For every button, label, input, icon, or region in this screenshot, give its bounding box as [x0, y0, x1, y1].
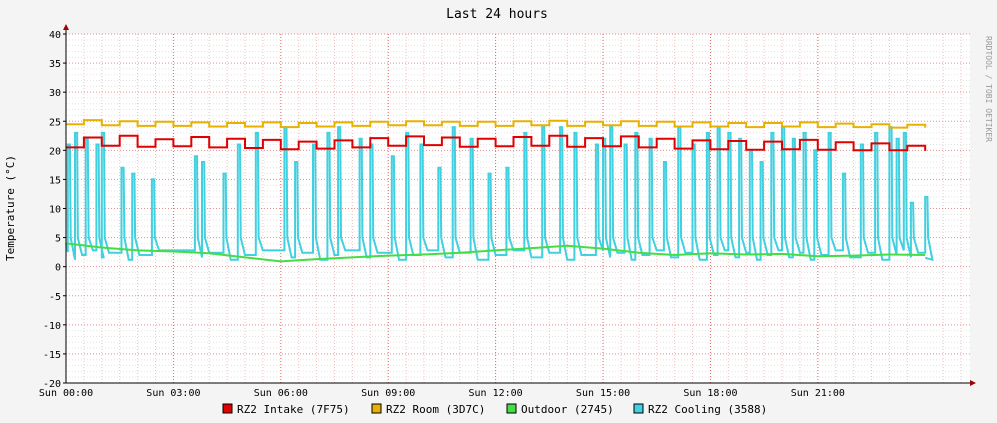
x-tick-label: Sun 18:00 — [683, 388, 737, 399]
y-tick-labels: 40 35 30 25 20 15 10 5 0 -5 -10 -15 -20 — [43, 30, 66, 390]
chart-title: Last 24 hours — [446, 7, 548, 22]
legend-swatch — [371, 403, 382, 414]
x-tick-label: Sun 09:00 — [361, 388, 415, 399]
series-line-rz2-cooling — [65, 126, 934, 262]
series-line-rz2-room — [66, 119, 927, 129]
x-tick-label: Sun 15:00 — [576, 388, 630, 399]
legend: RZ2 Intake (7F75) RZ2 Room (3D7C) Outdoor … — [222, 403, 767, 416]
x-tick-label: Sun 03:00 — [146, 388, 200, 399]
y-tick-label: 10 — [49, 205, 61, 216]
legend-swatch — [222, 403, 233, 414]
y-tick-label: 25 — [49, 117, 61, 128]
y-tick-label: -10 — [43, 321, 61, 332]
y-tick-label: 40 — [49, 30, 61, 41]
y-tick-label: 20 — [49, 146, 61, 157]
y-tick-label: -15 — [43, 350, 61, 361]
y-tick-label: 15 — [49, 175, 61, 186]
legend-swatch — [633, 403, 644, 414]
legend-label: RZ2 Intake (7F75) — [237, 403, 350, 416]
x-tick-label: Sun 00:00 — [39, 388, 93, 399]
y-tick-label: 35 — [49, 59, 61, 70]
y-axis-label: Temperature (°C) — [4, 155, 17, 261]
y-axis-arrow-icon — [63, 24, 69, 30]
x-tick-label: Sun 06:00 — [254, 388, 308, 399]
x-tick-label: Sun 12:00 — [469, 388, 523, 399]
y-tick-label: 5 — [55, 234, 61, 245]
x-axis-arrow-icon — [970, 380, 976, 386]
axes — [63, 24, 976, 386]
y-tick-label: -5 — [49, 292, 61, 303]
y-tick-label: -20 — [43, 379, 61, 390]
legend-label: Outdoor (2745) — [521, 403, 614, 416]
y-tick-label: 30 — [49, 88, 61, 99]
legend-label: RZ2 Cooling (3588) — [648, 403, 767, 416]
legend-label: RZ2 Room (3D7C) — [386, 403, 485, 416]
x-tick-labels: Sun 00:00 Sun 03:00 Sun 06:00 Sun 09:00 Sun … — [39, 388, 845, 399]
series-line-rz2-intake — [66, 134, 927, 152]
y-tick-label: 0 — [55, 263, 61, 274]
series-line-outdoor — [65, 242, 926, 263]
legend-swatch — [506, 403, 517, 414]
x-tick-label: Sun 21:00 — [791, 388, 845, 399]
rrdtool-watermark: RRDTOOL / TOBI OETIKER — [984, 36, 993, 142]
series-layer — [65, 119, 934, 263]
